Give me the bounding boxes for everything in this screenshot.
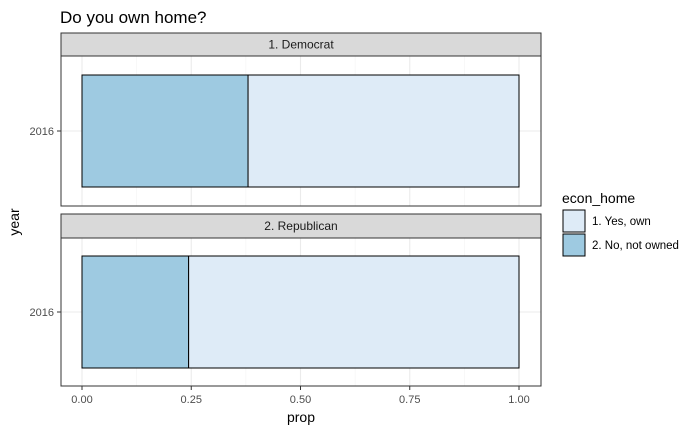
- chart-title: Do you own home?: [60, 8, 206, 27]
- facet-panel: 2. Republican 2016: [30, 213, 542, 387]
- y-tick-label: 2016: [30, 307, 54, 319]
- x-tick-label: 0.50: [290, 394, 311, 406]
- panels-group: 1. Democrat 2016 2. Republican 2016: [30, 32, 542, 387]
- panel-border: [60, 55, 542, 207]
- legend-swatch: [562, 209, 586, 233]
- bar-segment: [81, 255, 190, 369]
- x-tick-label: 0.00: [71, 394, 92, 406]
- legend: econ_home 1. Yes, own 2. No, not owned: [562, 190, 679, 257]
- x-axis-label: prop: [287, 409, 315, 425]
- x-tick-label: 1.00: [508, 394, 529, 406]
- legend-title: econ_home: [562, 190, 635, 206]
- x-tick-label: 0.75: [399, 394, 420, 406]
- facet-strip-label: 1. Democrat: [268, 38, 334, 52]
- bar-segment: [188, 255, 520, 369]
- y-axis-label: year: [6, 208, 22, 236]
- bar-segment: [247, 74, 520, 188]
- facet-strip: [60, 213, 542, 239]
- bar-segment: [81, 74, 249, 188]
- legend-swatch: [562, 233, 586, 257]
- x-axis: 0.00 0.25 0.50 0.75 1.00: [71, 386, 530, 406]
- legend-label: 2. No, not owned: [592, 240, 679, 252]
- y-tick-label: 2016: [30, 126, 54, 138]
- facet-panel: 1. Democrat 2016: [30, 32, 542, 207]
- x-tick-label: 0.25: [181, 394, 202, 406]
- legend-label: 1. Yes, own: [592, 216, 651, 228]
- facet-strip-label: 2. Republican: [264, 219, 337, 233]
